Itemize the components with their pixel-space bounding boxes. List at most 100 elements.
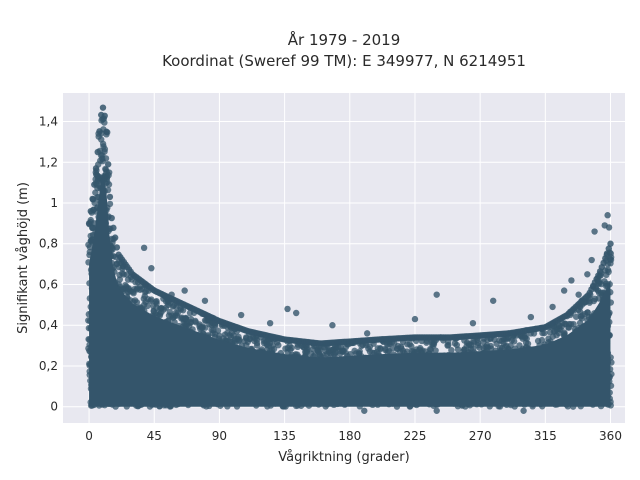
data-point xyxy=(411,315,419,323)
data-point xyxy=(234,335,241,343)
data-point xyxy=(101,119,108,126)
data-point xyxy=(607,240,614,247)
data-point xyxy=(489,297,497,304)
x-tick-label: 0 xyxy=(85,429,93,443)
data-point xyxy=(106,200,114,208)
data-point xyxy=(510,338,518,345)
data-point xyxy=(99,104,107,111)
data-point xyxy=(433,407,440,414)
data-point xyxy=(275,342,282,349)
data-point xyxy=(448,346,455,354)
data-point xyxy=(288,344,295,352)
data-point xyxy=(389,345,396,352)
y-tick-label: 1,4 xyxy=(39,115,58,129)
data-point xyxy=(111,234,119,241)
data-point xyxy=(103,128,110,135)
data-point xyxy=(561,330,568,338)
chart-title-line-2: Koordinat (Sweref 99 TM): E 349977, N 62… xyxy=(162,52,526,70)
y-tick-label: 1 xyxy=(50,196,58,210)
data-point xyxy=(182,315,189,322)
data-point xyxy=(433,291,440,298)
data-point xyxy=(572,313,580,320)
data-point xyxy=(408,343,415,350)
data-point xyxy=(201,297,209,304)
data-point xyxy=(104,161,112,168)
data-point xyxy=(604,266,612,274)
data-point xyxy=(588,256,595,264)
data-point xyxy=(266,319,274,327)
data-point xyxy=(568,277,575,284)
data-point xyxy=(523,335,530,342)
data-point xyxy=(181,287,188,294)
data-point xyxy=(108,214,115,222)
data-points xyxy=(85,104,615,414)
data-point xyxy=(214,327,222,334)
data-point xyxy=(445,341,452,349)
data-point xyxy=(560,287,568,294)
y-tick-label: 0,8 xyxy=(39,237,58,251)
data-point xyxy=(144,302,151,310)
data-point xyxy=(102,155,110,162)
data-point xyxy=(166,308,174,316)
data-point xyxy=(133,299,141,306)
x-tick-label: 270 xyxy=(469,429,492,443)
data-point xyxy=(432,347,439,354)
data-point xyxy=(591,228,598,235)
data-point xyxy=(469,319,477,327)
data-point xyxy=(361,407,368,414)
x-tick-label: 180 xyxy=(338,429,361,443)
data-point xyxy=(116,276,124,283)
data-point xyxy=(212,322,219,329)
data-point xyxy=(584,309,591,316)
data-point xyxy=(356,348,363,355)
dense-point-core xyxy=(89,171,611,407)
data-point xyxy=(140,244,148,252)
data-point xyxy=(293,309,300,317)
data-point xyxy=(148,264,155,272)
y-tick-label: 0,4 xyxy=(39,318,58,332)
data-point xyxy=(524,340,532,347)
data-point xyxy=(113,244,121,251)
data-point xyxy=(168,291,175,298)
data-point xyxy=(363,330,371,337)
data-point xyxy=(584,271,591,278)
data-point xyxy=(527,313,535,321)
data-point xyxy=(253,342,261,349)
data-point xyxy=(377,345,384,352)
data-point xyxy=(104,186,112,194)
data-point xyxy=(109,239,116,247)
y-tick-label: 1,2 xyxy=(39,155,58,169)
data-point xyxy=(607,250,614,257)
data-point xyxy=(101,112,108,120)
x-tick-label: 90 xyxy=(212,429,227,443)
x-tick-label: 225 xyxy=(404,429,427,443)
data-point xyxy=(105,181,113,188)
data-point xyxy=(329,322,336,329)
data-point xyxy=(541,329,548,337)
data-point xyxy=(106,193,114,201)
x-tick-label: 360 xyxy=(599,429,622,443)
chart-title-line-1: År 1979 - 2019 xyxy=(288,30,401,49)
data-point xyxy=(520,407,527,414)
x-tick-label: 45 xyxy=(147,429,162,443)
y-tick-label: 0 xyxy=(50,400,58,414)
data-point xyxy=(284,305,291,313)
data-point xyxy=(575,291,582,298)
data-point xyxy=(105,172,112,179)
x-tick-label: 315 xyxy=(534,429,557,443)
axis-ticks: 0 45 90 135 180 225 270 315 360 0 0,2 0,4 0,6 0,8 1 1,2… xyxy=(39,115,622,443)
data-point xyxy=(605,224,613,231)
x-axis-title: Vågriktning (grader) xyxy=(278,450,409,465)
x-tick-label: 135 xyxy=(273,429,296,443)
data-point xyxy=(570,320,577,328)
data-point xyxy=(86,243,94,251)
y-tick-label: 0,2 xyxy=(39,359,58,373)
data-point xyxy=(604,212,611,219)
y-tick-label: 0,6 xyxy=(39,277,58,291)
data-point xyxy=(101,148,108,155)
data-point xyxy=(237,311,245,319)
data-point xyxy=(110,224,117,232)
data-point xyxy=(153,298,160,305)
